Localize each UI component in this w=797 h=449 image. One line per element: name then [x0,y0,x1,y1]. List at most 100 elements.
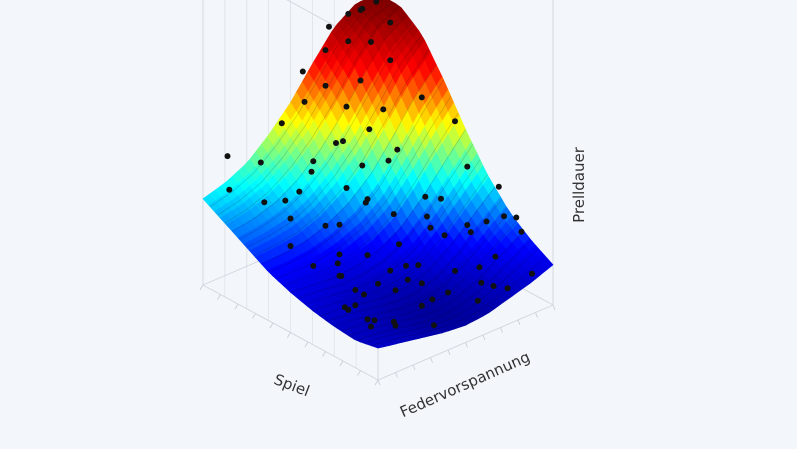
contour-line [341,221,517,332]
tick-x [552,304,556,311]
data-point [403,262,409,269]
contour-line [217,1,393,216]
surface-contours [210,0,546,346]
contour-line [290,129,466,293]
data-point [415,262,422,269]
data-point [361,291,367,298]
data-point [226,186,233,193]
data-point [296,188,303,195]
data-point [368,323,374,330]
data-point [301,98,308,105]
tick-x [412,364,416,371]
data-point [322,82,329,89]
tick-y [374,379,379,386]
data-point [333,140,339,146]
data-point [359,5,366,12]
tick-x [465,342,468,348]
data-point [392,287,399,294]
data-point [308,168,315,175]
data-point [385,157,392,164]
tick-y [217,294,221,300]
data-point [310,262,317,269]
tick-y [304,341,309,348]
contour-line [363,248,539,344]
contour-line [253,49,430,256]
data-point [322,222,329,229]
data-point [478,279,485,286]
data-point [464,222,471,228]
data-point [492,253,499,260]
tick-x [482,334,486,341]
contour-line [356,240,532,341]
contour-line [283,112,459,286]
data-point [422,193,429,200]
tick-x [395,372,398,378]
tick-y [252,313,256,319]
data-point [357,77,364,84]
data-point [282,197,289,204]
data-point [368,39,374,45]
tick-y [287,332,291,338]
data-point [362,199,369,206]
data-point [334,260,341,267]
data-point [287,215,294,222]
tick-y [339,360,344,367]
data-point [359,162,366,169]
tick-x [447,349,451,356]
data-points [224,0,535,330]
axis-title-federvorspannung: Federvorspannung [397,348,532,421]
contour-line [312,174,488,311]
data-point [441,232,448,239]
data-point [387,57,394,64]
data-point [257,159,264,166]
data-point [504,285,511,292]
data-point [483,218,490,225]
contour-line [297,144,474,299]
data-point [427,224,434,231]
contour-line [232,15,408,232]
data-point [375,280,381,287]
data-point [345,10,352,17]
data-point [352,287,359,293]
data-point [467,229,474,236]
surface-cell [371,344,385,349]
data-point [336,221,343,228]
data-point [336,272,343,279]
data-point [490,283,497,289]
data-point [366,126,373,133]
tick-x [517,319,521,326]
data-point [476,264,483,271]
data-point [518,228,525,235]
contour-line [370,256,546,346]
data-point [390,211,397,218]
data-point [392,322,399,329]
data-point [364,316,371,323]
contour-line [261,64,437,265]
data-point [261,199,268,206]
axis-title-prelldauer: Prelldauer [570,146,588,223]
data-point [429,296,436,303]
data-point [387,19,394,26]
data-point [345,38,352,45]
data-point [343,103,350,110]
contour-line [275,96,452,280]
contour-line [224,5,401,224]
tick-x [500,327,503,333]
contour-line [210,0,383,208]
data-point [418,280,425,287]
data-point [404,276,411,283]
data-point [371,317,378,324]
data-point [452,267,458,274]
data-point [464,163,471,170]
contour-line [268,79,444,273]
data-point [322,47,329,54]
data-point [352,302,359,309]
data-point [431,322,437,329]
data-point [424,213,430,220]
data-point [501,213,507,220]
contour-line [246,34,423,248]
contour-line [239,24,415,240]
data-point [396,241,402,248]
data-point [387,267,394,274]
data-point [513,214,520,221]
